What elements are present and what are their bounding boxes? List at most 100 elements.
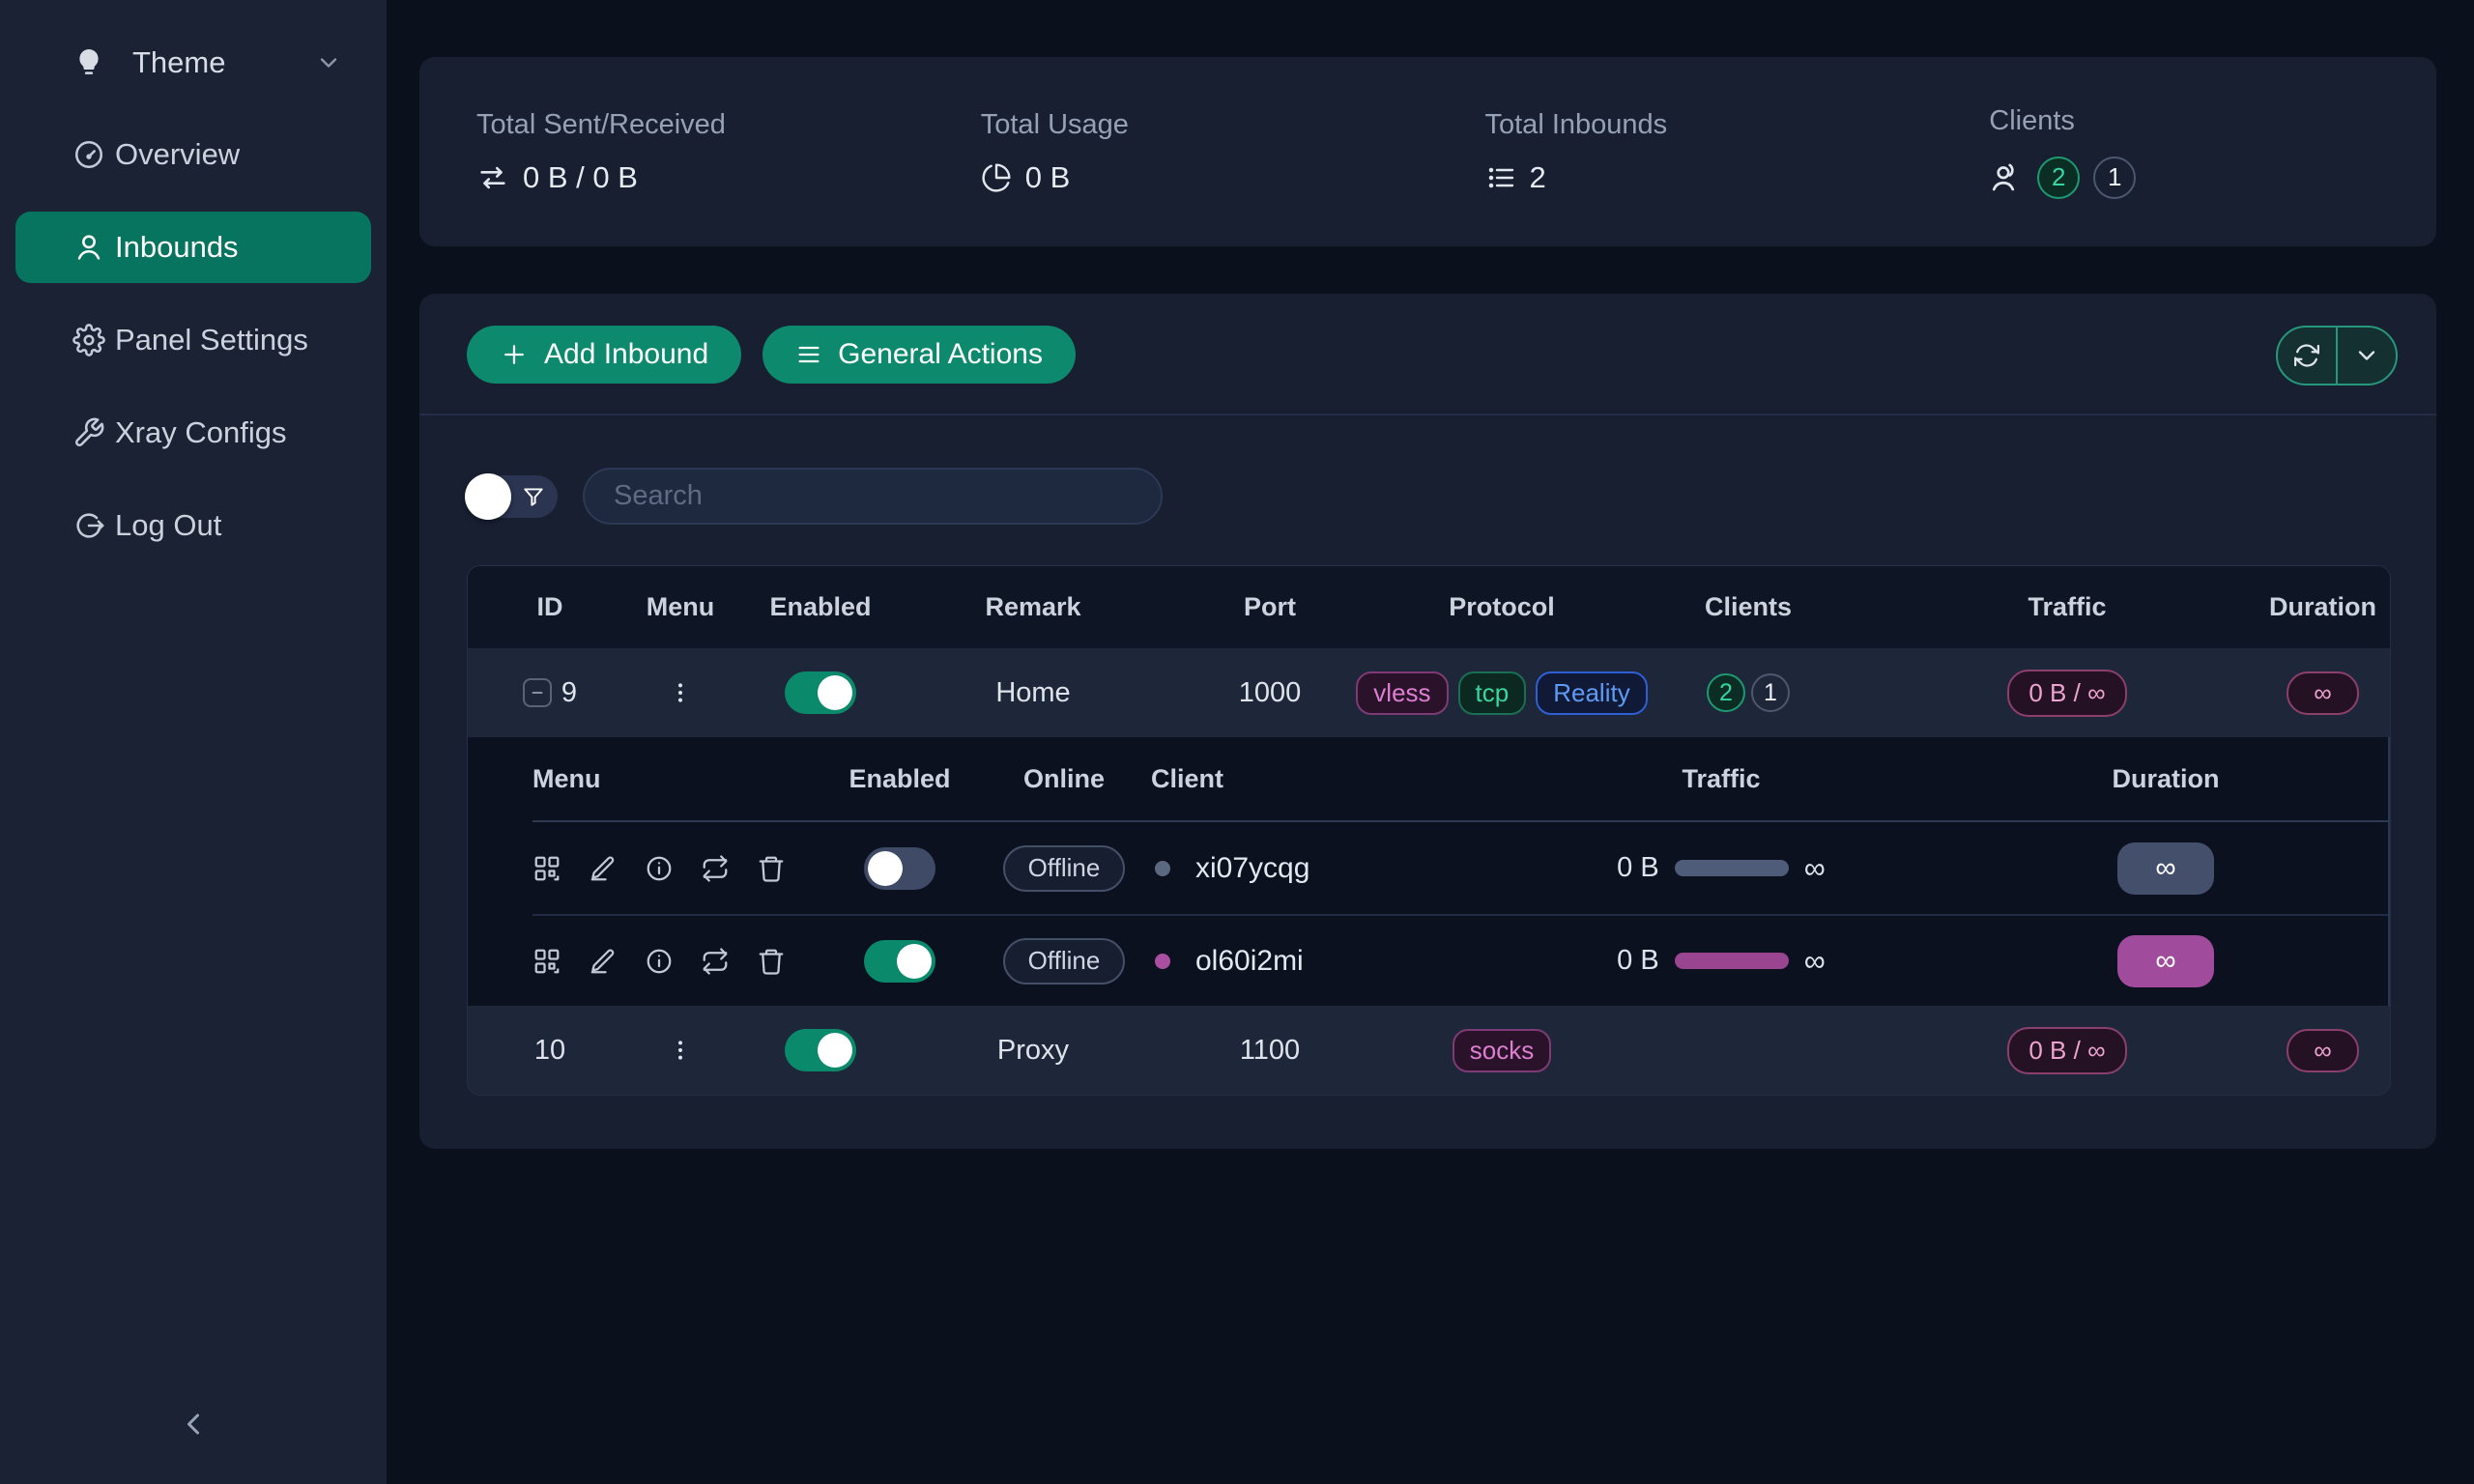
clients-total-badge: 1: [1751, 673, 1790, 712]
traffic-badge: 0 B / ∞: [2007, 1026, 2127, 1074]
sidebar-item-label: Xray Configs: [115, 415, 287, 449]
edit-icon[interactable]: [589, 854, 618, 883]
search-input[interactable]: [583, 468, 1163, 525]
inbounds-table: ID Menu Enabled Remark Port Protocol Cli…: [467, 565, 2391, 1096]
stats-card: Total Sent/Received 0 B / 0 B Total Usag…: [419, 57, 2436, 246]
client-status-dot: [1155, 953, 1170, 969]
inbound-enabled-toggle[interactable]: [785, 1029, 856, 1071]
sidebar-item-inbounds[interactable]: Inbounds: [15, 212, 371, 283]
client-enabled-toggle[interactable]: [864, 846, 935, 890]
refresh-options-button[interactable]: [2336, 328, 2396, 384]
theme-label: Theme: [132, 45, 226, 79]
toggle-knob: [818, 675, 852, 710]
subcol-duration: Duration: [2112, 763, 2220, 793]
sidebar: Theme Overview Inbounds Panel Settings: [0, 0, 387, 1484]
add-inbound-button[interactable]: Add Inbound: [467, 326, 742, 384]
collapse-row-button[interactable]: [522, 678, 552, 707]
inbound-id: 9: [561, 676, 578, 708]
stat-label: Clients: [1989, 104, 2075, 136]
subcol-enabled: Enabled: [849, 763, 951, 793]
col-clients: Clients: [1704, 592, 1793, 621]
sidebar-item-label: Overview: [115, 137, 241, 171]
reset-traffic-icon[interactable]: [701, 947, 730, 976]
col-enabled: Enabled: [769, 592, 872, 621]
add-inbound-label: Add Inbound: [544, 338, 709, 370]
stat-label: Total Sent/Received: [476, 108, 726, 140]
gear-icon: [72, 324, 105, 357]
trash-icon[interactable]: [757, 947, 786, 976]
refresh-icon: [2292, 341, 2321, 370]
client-status-dot: [1155, 860, 1170, 876]
sidebar-item-xray-configs[interactable]: Xray Configs: [15, 397, 371, 469]
arrows-swap-icon: [476, 161, 509, 194]
row-menu-button[interactable]: [667, 1037, 694, 1064]
client-traffic-limit: ∞: [1803, 943, 1826, 978]
subcol-online: Online: [1022, 763, 1105, 793]
stat-total-inbounds: Total Inbounds 2: [1428, 109, 1933, 195]
client-traffic-used: 0 B: [1617, 852, 1659, 883]
general-actions-button[interactable]: General Actions: [762, 326, 1076, 384]
subtable-header-row: Menu Enabled Online Client Traffic Durat…: [532, 737, 2388, 822]
refresh-button[interactable]: [2278, 328, 2336, 384]
inbounds-panel: Add Inbound General Actions: [419, 294, 2436, 1149]
subcol-traffic: Traffic: [1682, 763, 1761, 793]
client-name: ol60i2mi: [1195, 944, 1304, 977]
sidebar-item-log-out[interactable]: Log Out: [15, 490, 371, 561]
duration-badge: ∞: [2287, 1028, 2359, 1072]
toggle-knob: [897, 943, 932, 979]
stat-value: 0 B / 0 B: [523, 159, 638, 194]
inbound-remark: Home: [995, 676, 1071, 708]
sidebar-item-panel-settings[interactable]: Panel Settings: [15, 304, 371, 376]
client-traffic-limit: ∞: [1803, 850, 1826, 885]
stat-total-sent-received: Total Sent/Received 0 B / 0 B: [419, 109, 924, 195]
chevron-left-icon: [176, 1407, 211, 1441]
chevron-down-icon: [2353, 342, 2380, 369]
wrench-icon: [72, 416, 105, 449]
card-body: ID Menu Enabled Remark Port Protocol Cli…: [419, 415, 2436, 1096]
sidebar-item-label: Inbounds: [115, 230, 239, 264]
row-menu-button[interactable]: [667, 679, 694, 706]
inbound-port: 1000: [1238, 676, 1302, 708]
inbound-remark: Proxy: [996, 1034, 1070, 1066]
qrcode-icon[interactable]: [532, 947, 561, 976]
client-enabled-toggle[interactable]: [864, 939, 935, 983]
users-icon: [1989, 160, 2024, 195]
client-traffic-used: 0 B: [1617, 945, 1659, 976]
pie-chart-icon: [981, 162, 1012, 193]
toolbar: Add Inbound General Actions: [419, 294, 2436, 415]
reset-traffic-icon[interactable]: [701, 854, 730, 883]
client-row-xi07ycqg: Offline xi07ycqg 0 B ∞: [532, 822, 2388, 914]
sidebar-collapse-button[interactable]: [162, 1393, 224, 1455]
sidebar-nav: Overview Inbounds Panel Settings Xray Co…: [0, 119, 387, 561]
theme-selector[interactable]: Theme: [27, 39, 360, 87]
inbound-id: 10: [533, 1034, 566, 1066]
filter-toggle[interactable]: [465, 472, 558, 520]
refresh-split-button: [2276, 326, 2398, 385]
sidebar-item-overview[interactable]: Overview: [15, 119, 371, 190]
sidebar-item-label: Log Out: [115, 508, 222, 542]
info-icon[interactable]: [645, 947, 674, 976]
online-status-badge: Offline: [1002, 937, 1126, 985]
logout-icon: [72, 509, 105, 542]
stat-label: Total Inbounds: [1484, 108, 1668, 140]
menu-lines-icon: [795, 341, 822, 368]
col-remark: Remark: [985, 592, 1081, 621]
protocol-tag-vless: vless: [1356, 671, 1449, 715]
chevron-down-icon: [315, 49, 342, 76]
qrcode-icon[interactable]: [532, 854, 561, 883]
trash-icon[interactable]: [757, 854, 786, 883]
main-content: Total Sent/Received 0 B / 0 B Total Usag…: [387, 0, 2474, 1484]
search-row: [465, 468, 2391, 525]
stat-clients: Clients 2 1: [1932, 105, 2436, 199]
info-icon[interactable]: [645, 854, 674, 883]
subcol-client: Client: [1151, 763, 1224, 793]
edit-icon[interactable]: [589, 947, 618, 976]
client-name: xi07ycqg: [1195, 851, 1310, 884]
stat-value: 2: [1529, 159, 1546, 194]
inbound-enabled-toggle[interactable]: [785, 671, 856, 714]
clients-online-badge: 2: [2037, 156, 2081, 199]
client-row-ol60i2mi: Offline ol60i2mi 0 B ∞: [532, 914, 2388, 1006]
client-duration-badge: ∞: [2117, 934, 2214, 987]
col-duration: Duration: [2269, 592, 2376, 621]
protocol-tag-socks: socks: [1452, 1028, 1552, 1072]
